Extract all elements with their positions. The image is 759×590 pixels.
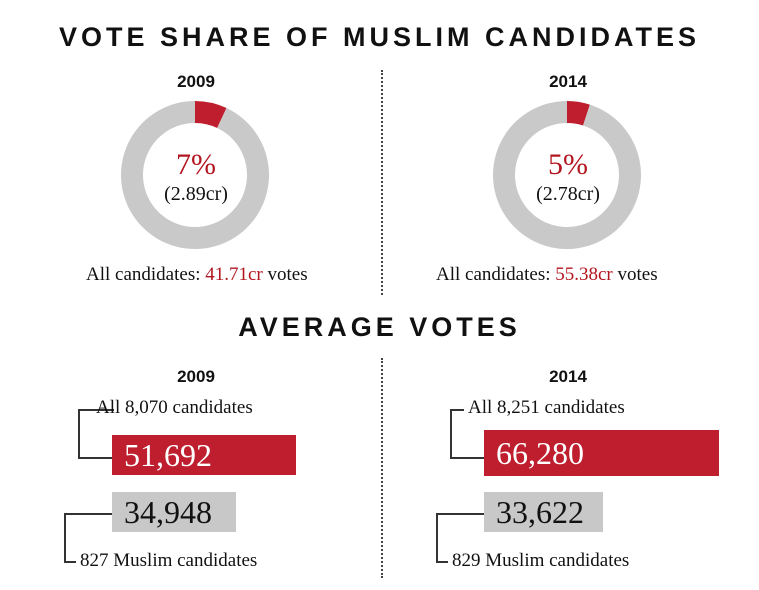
- donut-2014-votes: (2.78cr): [536, 183, 600, 205]
- bars-2009-all-label: All 8,070 candidates: [96, 397, 253, 418]
- average-votes-title: AVERAGE VOTES: [238, 312, 521, 342]
- bars-2014-all-label: All 8,251 candidates: [468, 397, 625, 418]
- donut-2009-year: 2009: [177, 72, 215, 91]
- donut-slice-muslim: [195, 101, 227, 128]
- bottom-divider: [381, 358, 383, 578]
- donut-slice-others: [120, 101, 269, 249]
- bars-2014-top-bracket-stem: [450, 409, 452, 457]
- bars-2014-muslim-bar: 33,622: [484, 492, 603, 532]
- donut-2014-total: All candidates: 55.38cr votes: [436, 264, 658, 286]
- donut-2009-percent: 7%: [176, 148, 216, 181]
- donut-2014-percent: 5%: [548, 148, 588, 181]
- bar-value-label: 51,692: [124, 436, 212, 473]
- bars-2009-bottom-bracket-head: [64, 513, 112, 515]
- donut-2009-votes: (2.89cr): [164, 183, 228, 205]
- donut-slice-muslim: [567, 101, 590, 126]
- bars-2014-top-bracket-head: [450, 409, 464, 411]
- bars-2009-top-bracket: [78, 409, 114, 459]
- bar-value-label: 66,280: [496, 434, 584, 471]
- total-prefix: All candidates:: [436, 264, 556, 285]
- bars-2009-muslim-label: 827 Muslim candidates: [80, 550, 258, 571]
- total-value: 41.71cr: [205, 264, 263, 285]
- bars-2009-top-bracket-foot: [78, 457, 112, 459]
- bars-2014-top-bracket-foot: [450, 457, 484, 459]
- total-prefix: All candidates:: [86, 264, 206, 285]
- bars-2014-bottom-bracket-foot: [436, 561, 448, 563]
- bars-2014-year: 2014: [549, 367, 587, 386]
- bars-2014-muslim-label: 829 Muslim candidates: [452, 550, 630, 571]
- bars-2009-muslim-bar: 34,948: [112, 492, 236, 532]
- bars-2014-all-bar: 66,280: [484, 430, 719, 476]
- donut-2014-year: 2014: [549, 72, 587, 91]
- bars-2009-year: 2009: [177, 367, 215, 386]
- bar-value-label: 34,948: [124, 493, 212, 530]
- bars-2009-bottom-bracket-stem: [64, 513, 66, 561]
- donut-2009-total: All candidates: 41.71cr votes: [86, 264, 308, 286]
- bars-2009-bottom-bracket-foot: [64, 561, 76, 563]
- bars-2014-bottom-bracket-head: [436, 513, 484, 515]
- donut-2009-chart: [120, 101, 269, 249]
- bars-2014-bottom-bracket-stem: [436, 513, 438, 561]
- vote-share-title: VOTE SHARE OF MUSLIM CANDIDATES: [58, 22, 700, 52]
- bar-value-label: 33,622: [496, 493, 584, 530]
- donut-2014-chart: [493, 101, 641, 249]
- bars-2009-all-bar: 51,692: [112, 435, 296, 475]
- top-divider: [381, 70, 383, 295]
- total-suffix: votes: [262, 264, 308, 285]
- total-value: 55.38cr: [555, 264, 613, 285]
- total-suffix: votes: [612, 264, 658, 285]
- donut-slice-others: [493, 101, 641, 249]
